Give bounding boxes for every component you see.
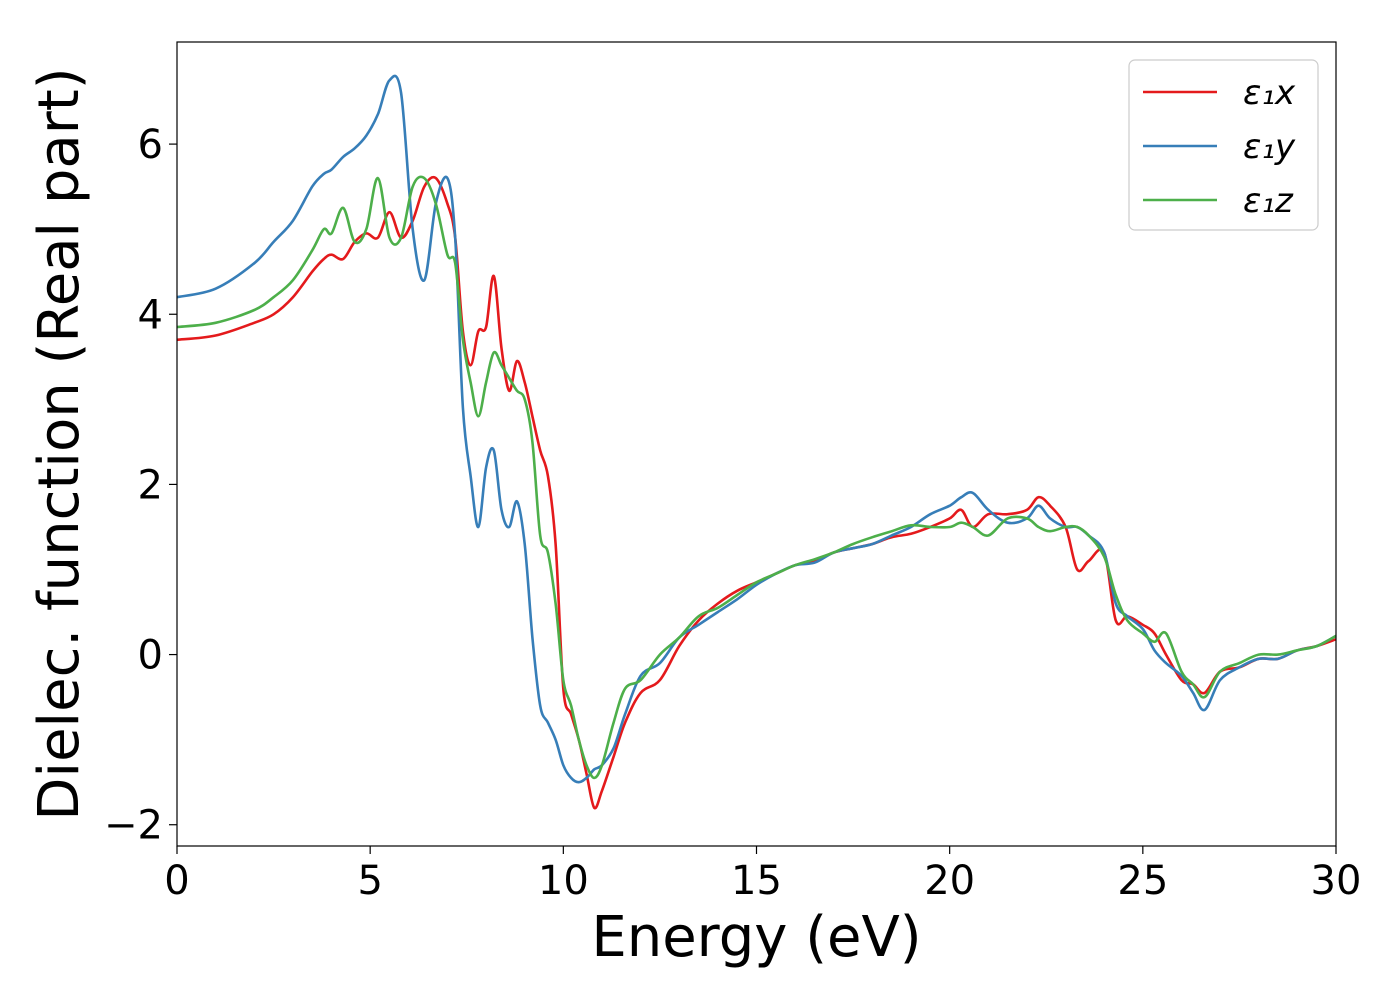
x-axis-ticks: 0 5 10 15 20 25 30 xyxy=(164,846,1361,904)
series-line-3 xyxy=(177,175,1336,780)
x-tick-label: 5 xyxy=(357,858,382,904)
x-tick-label: 25 xyxy=(1117,858,1168,904)
y-tick-label: 2 xyxy=(138,462,163,508)
legend-label: ε₁z xyxy=(1243,181,1294,221)
legend-label: ε₁x xyxy=(1243,73,1296,113)
series-line-2 xyxy=(177,74,1336,784)
x-tick-label: 10 xyxy=(538,858,589,904)
plot-frame xyxy=(176,41,1337,847)
y-axis-label: Dielec. function (Real part) xyxy=(27,67,92,820)
legend-label: ε₁y xyxy=(1243,127,1296,167)
x-axis-label: Energy (eV) xyxy=(591,905,921,970)
x-tick-label: 15 xyxy=(731,858,782,904)
y-tick-label: 4 xyxy=(138,292,163,338)
y-axis-ticks: −2 0 2 4 6 xyxy=(104,122,177,849)
y-tick-label: 6 xyxy=(138,122,163,168)
y-tick-label: 0 xyxy=(138,633,163,679)
legend: ε₁x ε₁y ε₁z xyxy=(1128,59,1319,231)
y-tick-label: −2 xyxy=(104,803,163,849)
x-tick-label: 20 xyxy=(924,858,975,904)
x-tick-label: 30 xyxy=(1311,858,1362,904)
legend-box xyxy=(1128,59,1319,231)
x-tick-label: 0 xyxy=(164,858,189,904)
plot-lines xyxy=(177,74,1336,810)
